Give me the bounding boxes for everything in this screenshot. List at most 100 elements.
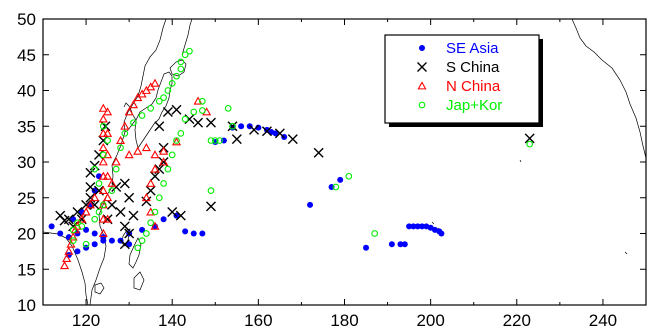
markers — [48, 47, 535, 270]
data-point — [227, 121, 238, 132]
japan-coastline — [134, 71, 173, 149]
data-point — [313, 147, 324, 158]
data-point — [307, 201, 314, 208]
data-point — [410, 223, 417, 230]
y-tick-label: 45 — [17, 46, 36, 65]
data-point — [119, 221, 130, 232]
legend: SE Asia S China N China Jap+Kor — [384, 34, 543, 127]
x-tick-label: 220 — [503, 311, 531, 330]
y-tick-label: 40 — [17, 82, 36, 101]
data-point — [337, 176, 344, 183]
data-point — [332, 183, 340, 191]
legend-item: N China — [417, 78, 501, 95]
data-point — [231, 134, 242, 145]
data-point — [171, 104, 182, 115]
data-point — [98, 103, 108, 112]
data-point — [216, 137, 223, 144]
data-point — [115, 207, 126, 218]
data-point — [91, 165, 99, 173]
series-jap-kor — [69, 47, 534, 252]
data-point — [190, 230, 197, 237]
data-point — [371, 230, 379, 237]
legend-item: S China — [417, 59, 500, 76]
data-point — [345, 172, 353, 180]
data-point — [150, 150, 160, 159]
data-point — [363, 244, 370, 251]
data-point — [133, 146, 143, 155]
data-point — [173, 72, 180, 80]
data-point — [112, 165, 120, 173]
data-point — [98, 185, 108, 195]
data-point — [85, 167, 96, 178]
data-point — [124, 107, 134, 116]
data-point — [524, 133, 535, 144]
data-point — [78, 223, 86, 230]
legend-marker — [417, 62, 427, 72]
data-point — [98, 228, 108, 237]
data-point — [99, 151, 107, 159]
data-point — [98, 114, 108, 123]
data-point — [108, 187, 116, 194]
korea-coastline — [123, 102, 137, 133]
data-point — [207, 137, 215, 144]
data-point — [181, 115, 189, 123]
data-point — [117, 144, 124, 152]
data-point — [274, 128, 285, 139]
legend-item: Jap+Kor — [418, 97, 502, 114]
data-point — [150, 164, 160, 173]
data-point — [83, 226, 90, 233]
data-point — [99, 201, 107, 209]
data-point — [98, 171, 108, 180]
data-point — [139, 226, 146, 233]
data-point — [154, 121, 165, 132]
data-point — [69, 226, 77, 234]
data-point — [419, 223, 426, 230]
data-point — [261, 126, 272, 137]
data-point — [74, 219, 81, 227]
data-point — [173, 137, 180, 144]
y-axis: 10 15 20 25 30 35 40 45 50 — [17, 10, 646, 315]
data-point — [108, 237, 115, 244]
data-point — [64, 246, 74, 255]
data-point — [90, 193, 100, 202]
data-point — [199, 230, 206, 237]
data-point — [438, 230, 445, 237]
data-point — [238, 123, 245, 130]
data-point — [193, 117, 204, 128]
philippines-coastline — [128, 237, 145, 291]
legend-label: SE Asia — [446, 40, 499, 57]
data-point — [48, 223, 55, 230]
data-point — [68, 232, 78, 241]
data-point — [159, 157, 169, 166]
data-point — [199, 107, 206, 114]
data-point — [171, 137, 182, 146]
data-point — [93, 149, 104, 160]
data-point — [388, 241, 395, 248]
data-point — [121, 130, 129, 137]
data-point — [406, 223, 413, 230]
data-point — [145, 185, 156, 196]
data-point — [181, 51, 189, 59]
hokkaido-coastline — [169, 59, 187, 77]
data-point — [107, 178, 117, 187]
data-point — [70, 216, 77, 223]
data-point — [160, 216, 167, 223]
hainan-coastline — [94, 282, 105, 295]
data-point — [287, 134, 298, 145]
legend-marker — [417, 81, 427, 90]
data-point — [106, 199, 117, 210]
x-tick-label: 160 — [244, 311, 272, 330]
data-point — [160, 180, 167, 187]
legend-label: N China — [446, 78, 501, 95]
data-point — [60, 260, 70, 270]
data-point — [146, 178, 156, 187]
data-point — [120, 121, 130, 130]
data-point — [141, 193, 151, 202]
data-point — [77, 214, 87, 223]
data-point — [115, 135, 126, 144]
data-point — [190, 108, 198, 116]
data-point — [69, 237, 77, 244]
america-coastline — [571, 19, 646, 159]
data-point — [401, 241, 408, 248]
y-tick-label: 30 — [17, 153, 36, 172]
